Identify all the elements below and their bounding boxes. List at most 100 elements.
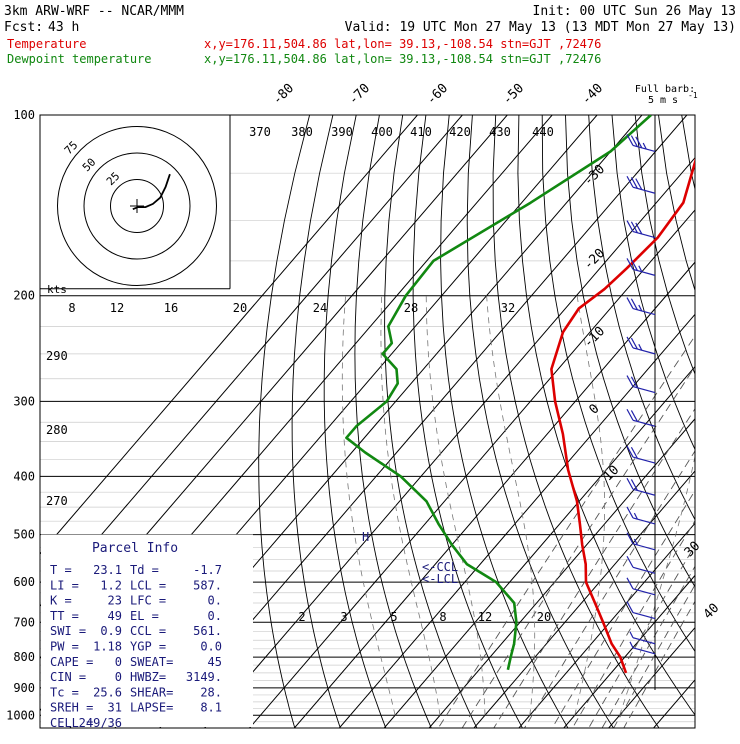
mixing-ratio-label: 8 xyxy=(439,610,446,624)
dry-adiabat xyxy=(589,115,740,728)
h-marker: H xyxy=(362,530,369,544)
isotherm-line xyxy=(205,115,732,728)
theta-label: 370 xyxy=(249,125,271,139)
wind-barb-shaft xyxy=(633,145,655,151)
wind-barb-shaft xyxy=(633,232,655,238)
wind-barb-shaft xyxy=(633,348,655,354)
wind-barb-half xyxy=(630,642,633,648)
parcel-info-cell: 23 xyxy=(108,594,122,608)
header-model: 3km ARW-WRF -- NCAR/MMM xyxy=(4,4,184,19)
theta-label: 420 xyxy=(449,125,471,139)
pressure-label: 200 xyxy=(13,289,35,303)
pressure-label: 400 xyxy=(13,469,35,483)
legend-temperature-label: Temperature xyxy=(7,37,86,51)
pressure-label: 700 xyxy=(13,615,35,629)
parcel-info-cell: 0. xyxy=(208,594,222,608)
parcel-info-cell: LCL = xyxy=(130,578,166,592)
isotherm-label: -80 xyxy=(270,81,297,108)
mixing-ratio-label: 16 xyxy=(164,301,178,315)
isotherm-label: -20 xyxy=(581,246,608,273)
parcel-info-cell: T = xyxy=(50,563,72,577)
pressure-label: 900 xyxy=(13,681,35,695)
parcel-info-cell: 3149. xyxy=(186,670,222,684)
isotherm-label: 30 xyxy=(682,539,704,561)
isotherm-label: -10 xyxy=(581,324,608,351)
parcel-info-cell: 1.2 xyxy=(100,578,122,592)
pressure-label: 500 xyxy=(13,528,35,542)
wind-barb-shaft xyxy=(633,567,655,573)
hodo-ring-label: 75 xyxy=(62,139,81,158)
mixing-ratio-line xyxy=(494,296,740,728)
wind-barb-shaft xyxy=(633,387,655,393)
isotherm-label: -30 xyxy=(581,162,608,189)
isotherm-line xyxy=(654,115,740,728)
parcel-info-cell: 0 xyxy=(115,655,122,669)
isotherm-label: -60 xyxy=(424,81,451,108)
isotherm-label: -50 xyxy=(500,81,527,108)
mixing-ratio-label: 20 xyxy=(537,610,551,624)
pressure-label: 600 xyxy=(13,575,35,589)
dry-adiabat xyxy=(682,115,740,728)
dry-adiabat xyxy=(542,115,740,728)
parcel-info-cell: PW = xyxy=(50,640,79,654)
isotherm-label: 0 xyxy=(586,401,602,417)
parcel-info-cell: 587. xyxy=(193,578,222,592)
mixing-ratio-label: 5 xyxy=(390,610,397,624)
wind-barb-half xyxy=(630,632,633,638)
dry-adiabat-label: 270 xyxy=(46,494,68,508)
header-valid: Valid: 19 UTC Mon 27 May 13 (13 MDT Mon … xyxy=(345,20,736,35)
parcel-info-cell: 0.0 xyxy=(200,640,222,654)
mixing-ratio-label: 12 xyxy=(478,610,492,624)
legend-dewpoint-info: x,y=176.11,504.86 lat,lon= 39.13,-108.54… xyxy=(204,52,601,66)
isotherm-line xyxy=(250,115,740,728)
theta-label: 400 xyxy=(371,125,393,139)
dry-adiabat xyxy=(441,115,568,728)
mixing-ratio-label: 20 xyxy=(233,301,247,315)
isotherm-line xyxy=(699,115,740,728)
parcel-info-cell: 25.6 xyxy=(93,685,122,699)
parcel-info-cell: HWBZ= xyxy=(130,670,166,684)
wind-barbs xyxy=(627,134,655,653)
parcel-info-cell: 0.9 xyxy=(100,624,122,638)
parcel-info-cell: 8.1 xyxy=(200,701,222,715)
pressure-label: 800 xyxy=(13,650,35,664)
parcel-info-cell: 1.18 xyxy=(93,640,122,654)
parcel-info-cell: SREH = xyxy=(50,701,93,715)
mixing-ratio-line xyxy=(573,296,740,728)
mixing-ratio-line xyxy=(614,296,740,728)
wind-barb-flag xyxy=(627,556,633,567)
mixing-ratio-line xyxy=(525,296,740,728)
moist-adiabat xyxy=(381,296,440,716)
mixing-ratio-label: 24 xyxy=(313,301,327,315)
hodo-ring-label: 50 xyxy=(80,156,99,175)
dry-adiabat xyxy=(612,115,740,728)
parcel-info-cell: 45 xyxy=(208,655,222,669)
isotherm-label: 40 xyxy=(701,601,723,623)
dewpoint-profile xyxy=(346,115,651,670)
isotherm-line xyxy=(564,115,740,728)
parcel-info-cell: YGP = xyxy=(130,640,166,654)
mixing-ratio-label: 28 xyxy=(404,301,418,315)
parcel-info-cell: LI = xyxy=(50,578,79,592)
parcel-info-cell: 31 xyxy=(108,701,122,715)
barb-legend-units: 5 m s xyxy=(648,95,678,106)
pressure-label: 300 xyxy=(13,394,35,408)
isotherm-label: -40 xyxy=(579,81,606,108)
wind-barb-flag xyxy=(627,578,633,589)
dry-adiabat-label: 280 xyxy=(46,423,68,437)
wind-barb-shaft xyxy=(633,457,655,463)
parcel-info-cell: EL = xyxy=(130,609,159,623)
parcel-info-cell: SWI = xyxy=(50,624,86,638)
hodo-units: kts xyxy=(47,283,67,296)
dry-adiabat xyxy=(659,115,740,728)
parcel-info-cell: SHEAR= xyxy=(130,685,173,699)
dry-adiabat xyxy=(518,115,705,728)
theta-label: 380 xyxy=(291,125,313,139)
legend-temperature-info: x,y=176.11,504.86 lat,lon= 39.13,-108.54… xyxy=(204,37,601,51)
pressure-label: 1000 xyxy=(6,708,35,722)
theta-label: 390 xyxy=(331,125,353,139)
lcl-marker: <-LCL xyxy=(422,572,458,586)
